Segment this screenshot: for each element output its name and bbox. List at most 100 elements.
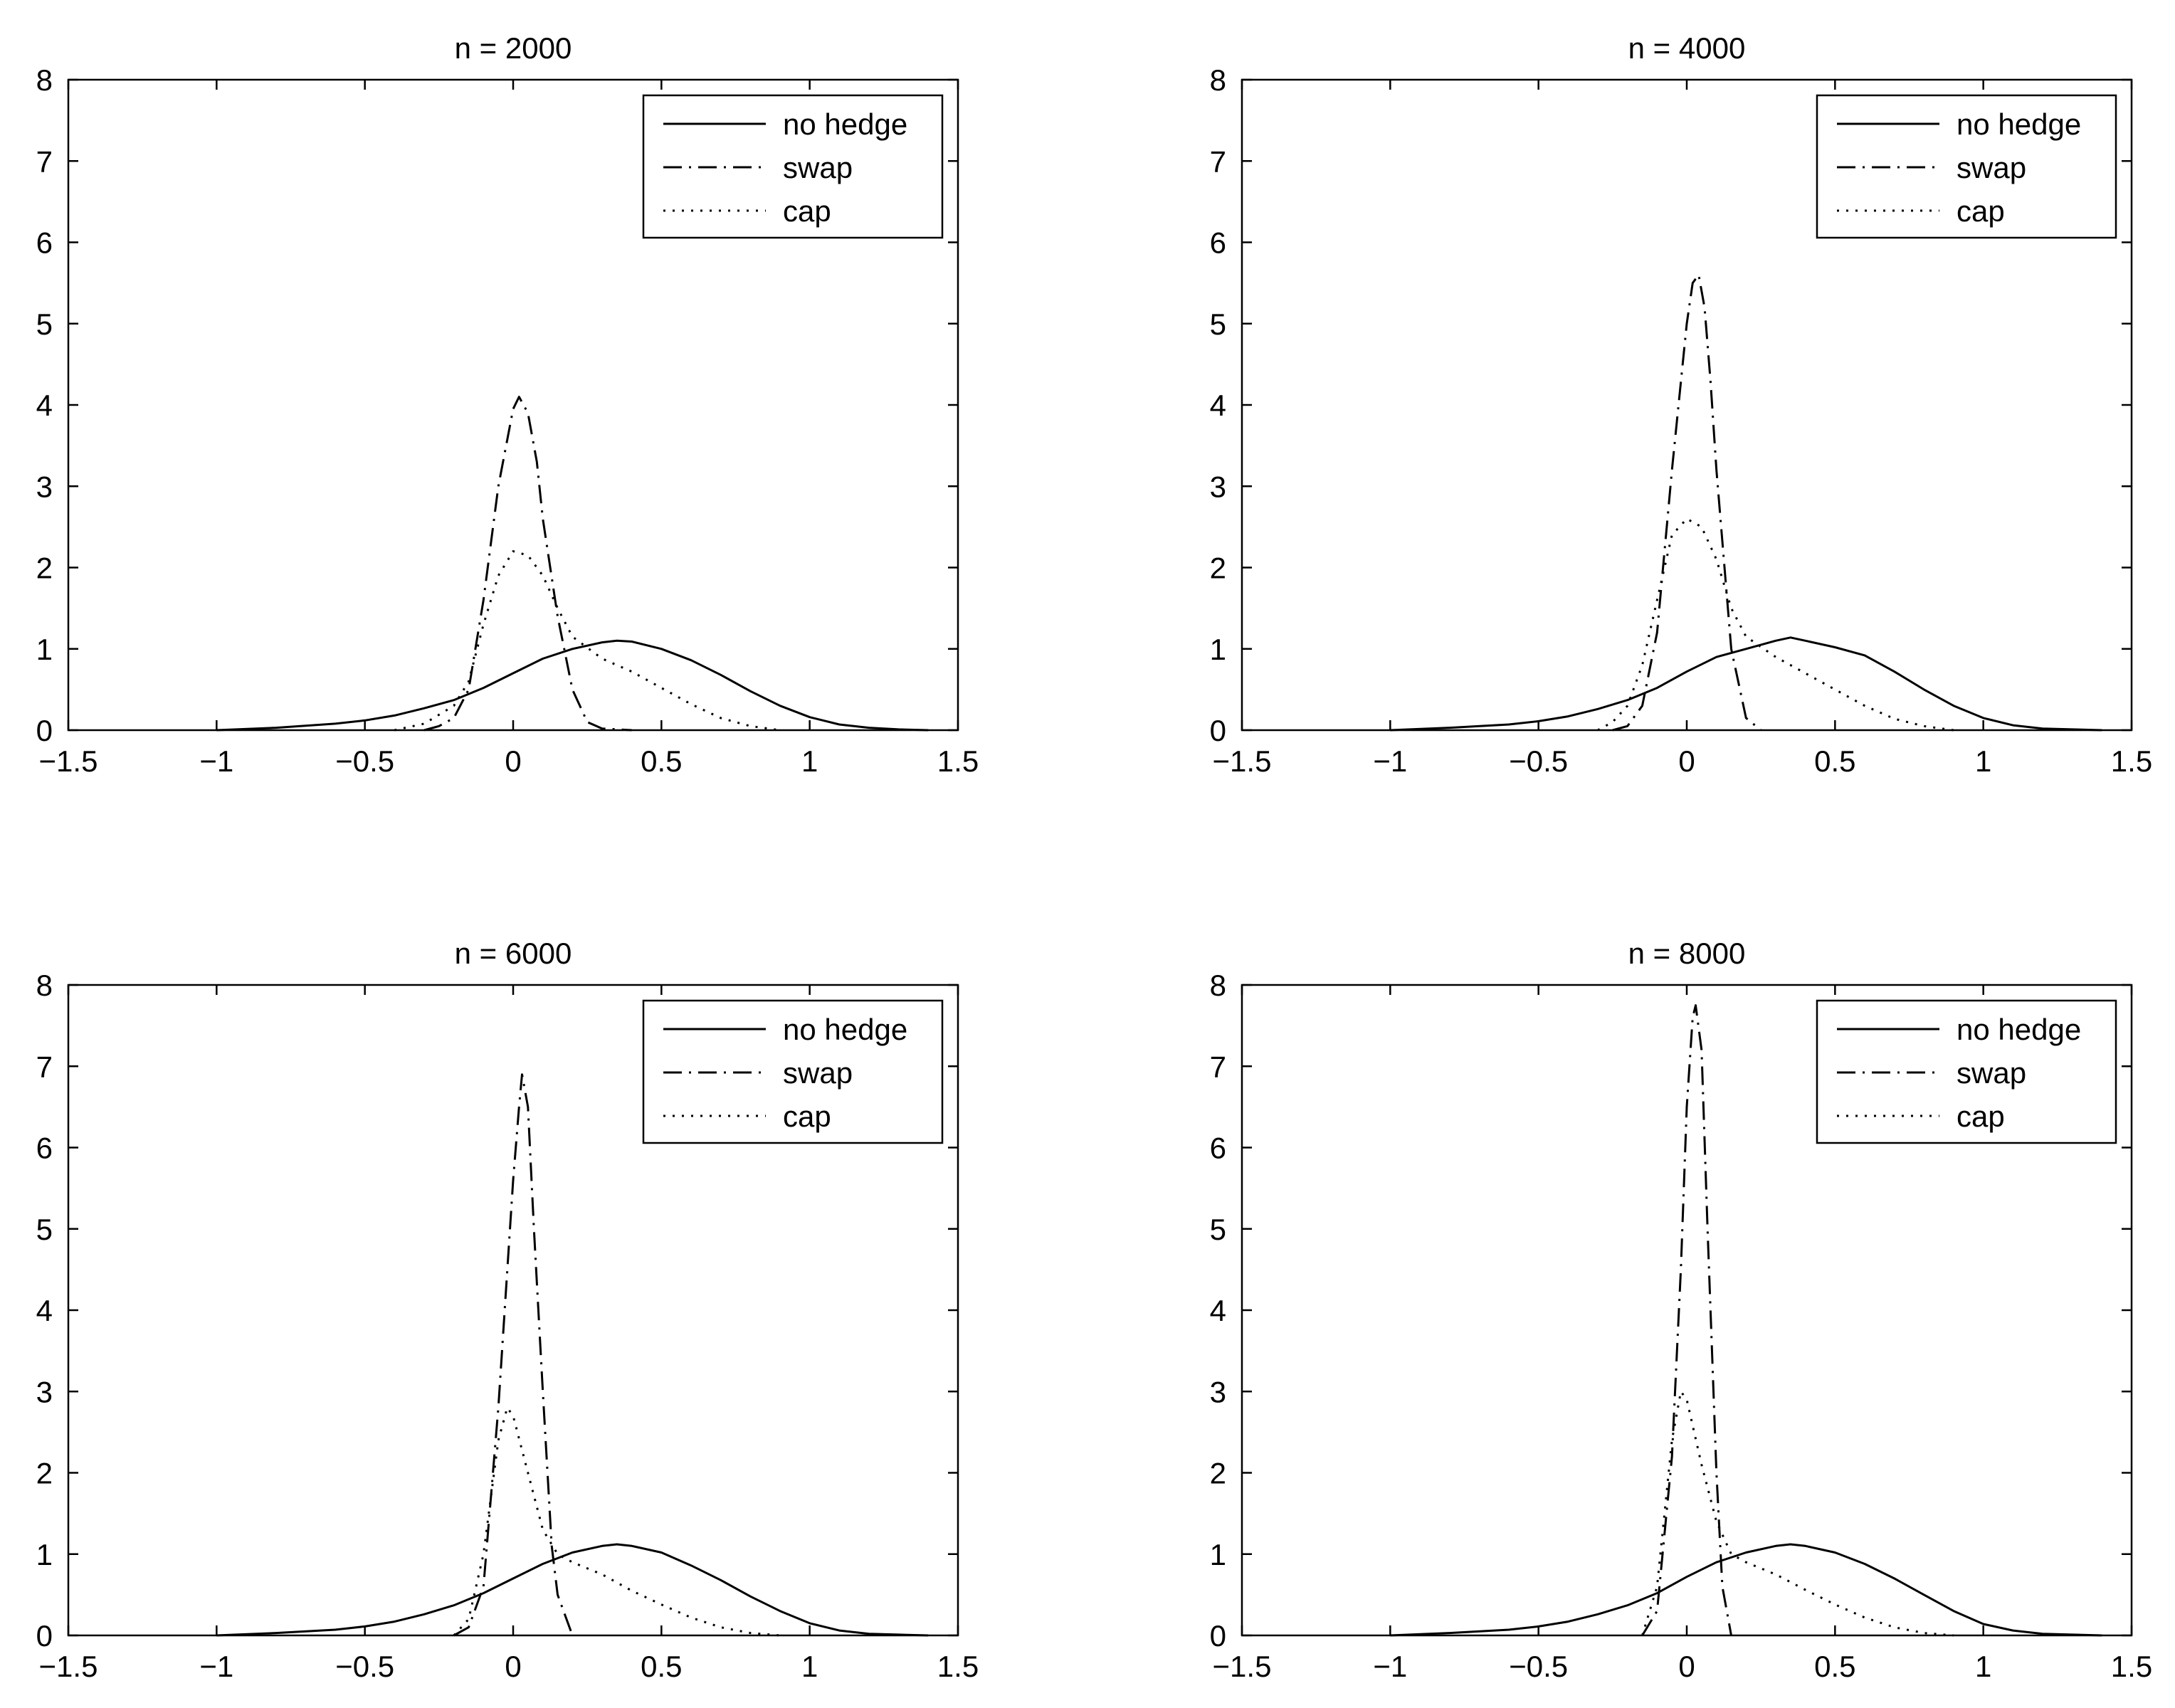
series-line-cap	[394, 550, 781, 732]
y-tick-label: 3	[36, 1375, 53, 1408]
chart-title: n = 6000	[455, 937, 572, 970]
y-tick-label: 2	[1210, 552, 1226, 585]
y-tick-label: 2	[36, 552, 53, 585]
legend-label: cap	[1957, 194, 2005, 228]
x-tick-label: 1	[1975, 744, 1991, 778]
x-tick-label: 1	[1975, 1650, 1991, 1683]
x-tick-label: 0.5	[641, 744, 682, 778]
y-tick-label: 4	[1210, 1294, 1226, 1327]
x-tick-label: 0.5	[1814, 744, 1855, 778]
x-tick-label: 0.5	[1814, 1650, 1855, 1683]
legend: no hedge swap cap	[1816, 999, 2117, 1144]
y-tick-label: 6	[36, 1132, 53, 1165]
x-tick-label: −0.5	[335, 1650, 394, 1683]
y-tick-label: 5	[1210, 1213, 1226, 1246]
y-tick-label: 5	[1210, 307, 1226, 341]
series-line-cap	[1641, 1390, 1954, 1637]
x-tick-label: −1.5	[39, 744, 98, 778]
legend-label: swap	[783, 151, 853, 184]
x-tick-label: 1.5	[2111, 1650, 2152, 1683]
legend-label: no hedge	[783, 1013, 907, 1046]
y-tick-label: 5	[36, 307, 53, 341]
y-tick-label: 8	[36, 63, 53, 97]
x-tick-label: 1.5	[2111, 744, 2152, 778]
legend-label: cap	[783, 194, 831, 228]
y-tick-label: 6	[36, 226, 53, 260]
series-line-swap	[1641, 1004, 1732, 1636]
x-tick-label: 0.5	[641, 1650, 682, 1683]
legend-label: swap	[1957, 1056, 2026, 1090]
legend-label: no hedge	[783, 107, 907, 141]
chart-panel-3: n = 6000 −1.5 −1 −0.5 0 0.5 1 1.5 0 1 2 3 4 5 6 7 8 no he…	[36, 937, 979, 1683]
y-tick-label: 0	[36, 1619, 53, 1652]
x-tick-label: −1.5	[1213, 1650, 1272, 1683]
x-tick-label: 0	[1678, 744, 1695, 778]
series-line-no-hedge	[216, 639, 929, 732]
y-tick-label: 0	[1210, 714, 1226, 747]
x-tick-label: −1	[1373, 1650, 1407, 1683]
legend: no hedge swap cap	[642, 999, 944, 1144]
y-tick-label: 4	[36, 389, 53, 422]
x-tick-label: 1.5	[937, 1650, 979, 1683]
y-tick-label: 1	[36, 1538, 53, 1571]
series-line-swap	[453, 1073, 574, 1637]
series-line-swap	[1612, 273, 1762, 732]
chart-title: n = 4000	[1628, 31, 1746, 65]
legend-label: no hedge	[1957, 107, 2081, 141]
x-tick-label: −1	[199, 744, 233, 778]
y-tick-label: 8	[1210, 969, 1226, 1002]
x-tick-label: 0	[1678, 1650, 1695, 1683]
chart-panel-4: n = 8000 −1.5 −1 −0.5 0 0.5 1 1.5 0 1 2 3 4 5 6 7 8 no he…	[1210, 937, 2153, 1683]
y-tick-label: 7	[1210, 1050, 1226, 1083]
x-tick-label: 0	[505, 744, 521, 778]
x-tick-label: −1	[1373, 744, 1407, 778]
y-tick-label: 4	[1210, 389, 1226, 422]
y-tick-label: 1	[1210, 633, 1226, 666]
chart-panel-1: n = 2000 −1.5 −1 −0.5 0 0.5 1 1.5 0 1 2 3 4 5 6 7 8 no he…	[36, 31, 979, 778]
legend-label: cap	[1957, 1100, 2005, 1133]
legend: no hedge swap cap	[642, 94, 944, 239]
x-tick-label: −1.5	[1213, 744, 1272, 778]
y-tick-label: 2	[36, 1457, 53, 1490]
y-tick-label: 4	[36, 1294, 53, 1327]
chart-title: n = 2000	[455, 31, 572, 65]
series-line-no-hedge	[1390, 636, 2102, 732]
series-line-no-hedge	[216, 1543, 929, 1637]
y-tick-label: 3	[1210, 1375, 1226, 1408]
x-tick-label: 0	[505, 1650, 521, 1683]
legend-box	[1816, 94, 2117, 239]
y-tick-label: 8	[1210, 63, 1226, 97]
legend-label: no hedge	[1957, 1013, 2081, 1046]
x-tick-label: −1.5	[39, 1650, 98, 1683]
y-tick-label: 6	[1210, 226, 1226, 260]
legend-box	[642, 999, 944, 1144]
legend-box	[1816, 999, 2117, 1144]
legend-label: cap	[783, 1100, 831, 1133]
y-tick-label: 7	[1210, 144, 1226, 178]
y-tick-label: 0	[1210, 1619, 1226, 1652]
x-tick-label: −0.5	[1509, 744, 1568, 778]
y-tick-label: 5	[36, 1213, 53, 1246]
y-tick-label: 1	[36, 633, 53, 666]
chart-panel-2: n = 4000 −1.5 −1 −0.5 0 0.5 1 1.5 0 1 2 3 4 5 6 7 8 no he…	[1210, 31, 2153, 778]
y-tick-label: 2	[1210, 1457, 1226, 1490]
y-tick-label: 7	[36, 1050, 53, 1083]
legend-box	[642, 94, 944, 239]
x-tick-label: −1	[199, 1650, 233, 1683]
legend: no hedge swap cap	[1816, 94, 2117, 239]
series-line-swap	[423, 396, 632, 732]
legend-label: swap	[1957, 151, 2026, 184]
y-tick-label: 3	[1210, 470, 1226, 503]
series-line-no-hedge	[1390, 1543, 2102, 1637]
x-tick-label: 1	[801, 1650, 818, 1683]
chart-title: n = 8000	[1628, 937, 1746, 970]
x-tick-label: 1.5	[937, 744, 979, 778]
y-tick-label: 7	[36, 144, 53, 178]
y-tick-label: 8	[36, 969, 53, 1002]
y-tick-label: 6	[1210, 1132, 1226, 1165]
series-line-cap	[1597, 517, 1954, 732]
legend-label: swap	[783, 1056, 853, 1090]
y-tick-label: 0	[36, 714, 53, 747]
